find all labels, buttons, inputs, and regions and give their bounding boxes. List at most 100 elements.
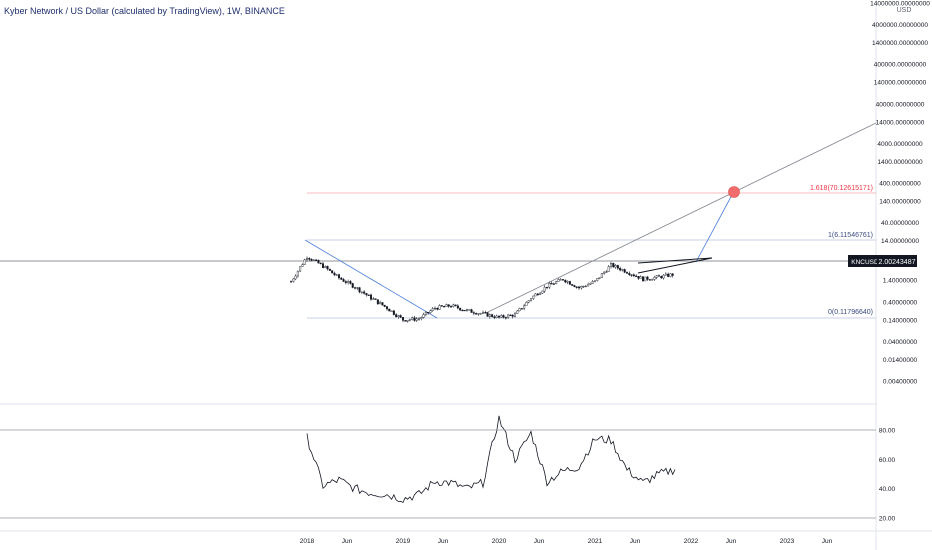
candle-body <box>326 266 329 270</box>
candle-body <box>392 310 395 315</box>
candle-body <box>534 293 537 297</box>
candle-body <box>495 315 498 318</box>
candle-body <box>479 313 482 315</box>
price-tick-label: 0.00400000 <box>883 379 918 386</box>
candle-body <box>648 279 651 281</box>
time-tick-label: 2023 <box>780 538 795 545</box>
candle-body <box>591 281 594 284</box>
candle-body <box>589 283 592 285</box>
candle-body <box>644 276 647 282</box>
time-tick-label: 2018 <box>300 538 315 545</box>
candle-body <box>340 277 343 280</box>
candle-body <box>550 283 553 285</box>
candle-body <box>381 302 384 306</box>
rsi-axis[interactable]: 80.00 60.00 40.00 20.00 <box>879 428 896 523</box>
candle-body <box>324 266 327 268</box>
candle-body <box>360 291 363 293</box>
candle-body <box>546 286 549 289</box>
candle-body <box>358 287 361 293</box>
candle-body <box>539 292 542 296</box>
rsi-tick-label: 20.00 <box>879 516 896 523</box>
candle-body <box>399 315 402 318</box>
candle-body <box>404 320 407 322</box>
price-axis[interactable]: 14000000.00000000 4000000.00000000 1400000… <box>870 1 930 386</box>
price-tick-label: 14.00000000 <box>881 238 919 245</box>
time-tick-label: 2022 <box>684 538 699 545</box>
candle-body <box>406 320 409 322</box>
candle-body <box>530 298 533 301</box>
candle-body <box>427 312 430 314</box>
candle-body <box>628 273 631 275</box>
time-axis[interactable]: 2018 Jun 2019 Jun 2020 Jun 2021 Jun 2022 Jun 2023 J… <box>300 538 833 545</box>
candle-body <box>587 284 590 287</box>
candle-body <box>520 308 523 310</box>
candle-body <box>573 285 576 288</box>
candle-body <box>621 269 624 271</box>
candle-body <box>598 277 601 279</box>
candles-series[interactable] <box>290 256 674 323</box>
candle-body <box>582 285 585 288</box>
candle-body <box>555 281 558 284</box>
candle-body <box>475 313 478 315</box>
candle-body <box>450 306 453 308</box>
candle-body <box>639 276 642 279</box>
candle-body <box>299 266 302 272</box>
price-tick-label: 400000.00000000 <box>874 62 927 69</box>
candle-body <box>429 310 432 313</box>
downtrend-line[interactable] <box>304 239 438 319</box>
candle-body <box>626 272 629 274</box>
candle-body <box>498 315 501 318</box>
price-tick-label: 140.00000000 <box>879 199 921 206</box>
candle-body <box>658 275 661 277</box>
candle-body <box>328 268 331 271</box>
candle-body <box>363 291 366 294</box>
target-dot[interactable] <box>728 186 740 198</box>
candle-body <box>315 259 318 261</box>
projection-line[interactable] <box>695 192 734 263</box>
long-trend-line[interactable] <box>485 122 877 314</box>
candle-body <box>564 279 567 283</box>
triangle-pattern[interactable] <box>637 257 713 274</box>
candle-body <box>456 305 459 309</box>
candle-body <box>566 281 569 283</box>
candle-body <box>344 281 347 283</box>
price-tick-label: 0.01400000 <box>883 357 918 364</box>
candle-body <box>408 319 411 321</box>
time-tick-label: Jun <box>630 538 641 545</box>
candle-body <box>600 273 603 278</box>
price-tick-label: 14000000.00000000 <box>870 1 930 8</box>
time-tick-label: Jun <box>726 538 737 545</box>
candle-body <box>527 300 530 303</box>
candle-body <box>571 284 574 286</box>
candle-body <box>488 314 491 317</box>
candle-body <box>440 305 443 307</box>
candle-body <box>379 302 382 305</box>
time-tick-label: 2021 <box>588 538 603 545</box>
candle-body <box>308 257 311 260</box>
candle-body <box>667 273 670 277</box>
ticker-tag <box>848 255 882 267</box>
candle-body <box>317 259 320 264</box>
candle-body <box>294 275 297 280</box>
candle-body <box>306 257 309 260</box>
candle-body <box>472 312 475 314</box>
candle-body <box>319 262 322 265</box>
candle-body <box>486 312 489 317</box>
candle-body <box>514 313 517 317</box>
candle-body <box>322 263 325 268</box>
time-tick-label: Jun <box>342 538 353 545</box>
candle-body <box>507 314 510 318</box>
candle-body <box>504 317 507 319</box>
rsi-tick-label: 80.00 <box>879 428 896 435</box>
candle-body <box>370 294 373 300</box>
candle-body <box>523 305 526 309</box>
candle-body <box>493 316 496 318</box>
candle-body <box>616 265 619 269</box>
price-tick-label: 400.00000000 <box>879 180 921 187</box>
candle-body <box>424 312 427 315</box>
candle-body <box>468 309 471 311</box>
time-tick-label: Jun <box>438 538 449 545</box>
candle-body <box>374 298 377 300</box>
price-tick-label: 40.00000000 <box>881 220 919 227</box>
